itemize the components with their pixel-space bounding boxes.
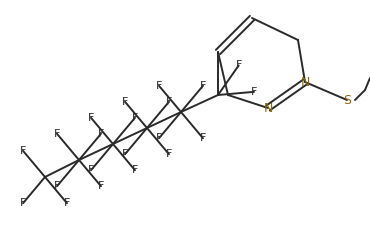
Text: F: F <box>98 181 104 191</box>
Text: F: F <box>88 113 94 123</box>
Text: F: F <box>200 81 206 91</box>
Text: F: F <box>200 133 206 143</box>
Text: F: F <box>98 129 104 139</box>
Text: F: F <box>88 165 94 175</box>
Text: F: F <box>64 198 70 208</box>
Text: F: F <box>122 149 128 159</box>
Text: F: F <box>122 97 128 107</box>
Text: F: F <box>166 149 172 159</box>
Text: F: F <box>156 81 162 91</box>
Text: F: F <box>20 198 26 208</box>
Text: F: F <box>251 87 257 97</box>
Text: F: F <box>20 146 26 156</box>
Text: F: F <box>132 113 138 123</box>
Text: F: F <box>132 165 138 175</box>
Text: S: S <box>343 93 351 106</box>
Text: F: F <box>54 129 60 139</box>
Text: F: F <box>54 181 60 191</box>
Text: N: N <box>300 76 310 88</box>
Text: F: F <box>166 97 172 107</box>
Text: F: F <box>236 60 242 71</box>
Text: F: F <box>156 133 162 143</box>
Text: N: N <box>263 101 273 114</box>
